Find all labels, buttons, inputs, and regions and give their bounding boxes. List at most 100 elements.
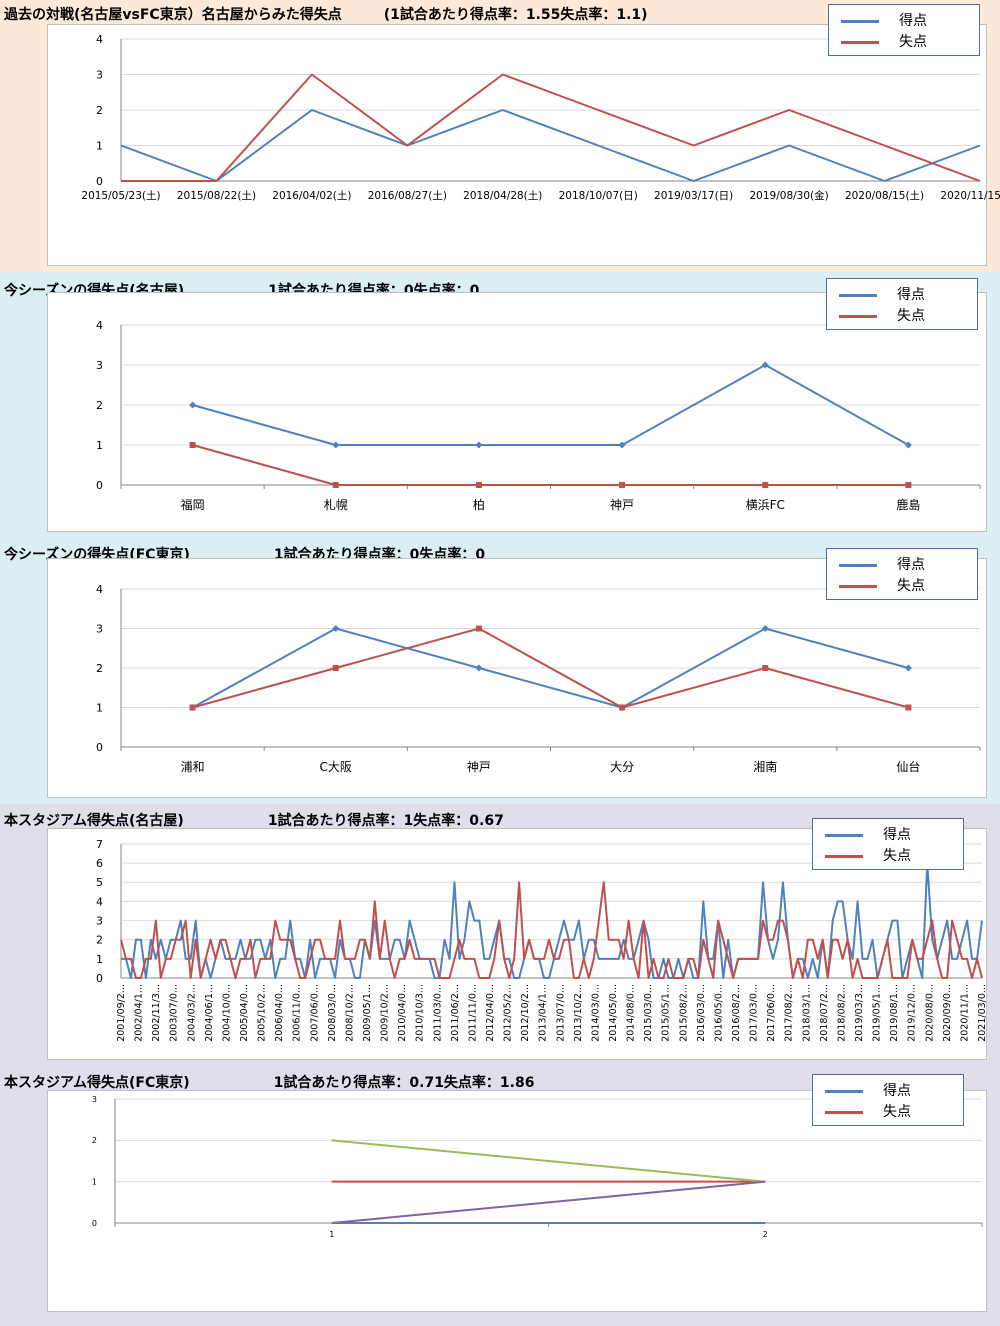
- chart-heading: 本スタジアム得失点(名古屋) 1試合あたり得点率：1失点率：0.67: [4, 813, 504, 829]
- legend-swatch: [825, 855, 863, 858]
- y-tick-label: 4: [96, 33, 103, 46]
- x-tick-label: 2012/05/2...: [503, 984, 514, 1042]
- x-tick-label: 湘南: [753, 759, 777, 774]
- series-line: [121, 73, 981, 182]
- data-point: [475, 664, 483, 672]
- series-line: [331, 1139, 766, 1183]
- data-point: [619, 704, 626, 711]
- x-tick-label: 横浜FC: [746, 498, 785, 512]
- x-tick-label: 鹿島: [896, 497, 920, 512]
- x-tick-label: 2014/05/0...: [608, 984, 619, 1042]
- legend-swatch: [841, 20, 879, 23]
- legend-label: 失点: [897, 308, 925, 324]
- y-tick-label: 2: [96, 104, 103, 117]
- data-point: [618, 441, 626, 449]
- x-tick-label: 2019/05/1...: [872, 984, 883, 1042]
- data-point: [189, 442, 196, 448]
- legend-swatch: [839, 564, 877, 567]
- y-tick-label: 2: [96, 399, 103, 412]
- panel-nagoya-stadium: 本スタジアム得失点(名古屋) 1試合あたり得点率：1失点率：0.67 0 1 2 3 4…: [0, 804, 1000, 1066]
- y-tick-label: 0: [96, 175, 103, 188]
- x-tick-label: 2005/10/2...: [257, 984, 268, 1042]
- series-line: [192, 627, 909, 709]
- legend-item: 得点: [829, 11, 979, 31]
- chart-heading: 過去の対戦(名古屋vsFC東京）名古屋からみた得失点 (1試合あたり得点率：1.…: [4, 7, 648, 23]
- legend-item: 失点: [827, 576, 977, 596]
- y-tick-label: 1: [96, 701, 103, 714]
- x-tick-label: 2005/04/0...: [239, 984, 250, 1042]
- data-point: [475, 441, 483, 449]
- x-tick-label: 2015/03/0...: [643, 984, 654, 1042]
- series-line: [120, 881, 983, 979]
- y-tick-label: 7: [96, 838, 103, 851]
- x-tick-label: 2007/06/0...: [309, 984, 320, 1042]
- x-tick-label: 2014/08/0...: [626, 984, 637, 1042]
- legend-swatch: [841, 41, 879, 44]
- data-point: [905, 482, 912, 488]
- series-line: [121, 862, 983, 979]
- data-point: [761, 361, 769, 369]
- x-tick-label: 2018/07/2...: [819, 984, 830, 1042]
- x-tick-label: 2017/08/2...: [784, 984, 795, 1042]
- legend-item: 得点: [813, 825, 963, 845]
- legend-item: 得点: [827, 285, 977, 305]
- chart-plot-area: 0 1 2 3 4 5 6 7 2001/09/2... 2002/04/1... 2002/11/…: [47, 828, 988, 1060]
- y-tick-label: 3: [96, 359, 103, 372]
- line-chart: 0 1 2 3 1 2: [92, 1095, 983, 1239]
- legend-item: 失点: [829, 32, 979, 52]
- data-point: [905, 704, 912, 711]
- x-tick-label: 2019/08/30(金): [750, 189, 829, 202]
- x-tick-label: 2001/09/2...: [116, 984, 127, 1042]
- x-tick-label: 2019/03/17(日): [654, 190, 733, 202]
- y-tick-label: 2: [96, 934, 103, 947]
- x-tick-label: 2016/04/02(土): [272, 189, 351, 202]
- x-tick-label: 2013/10/2...: [573, 984, 584, 1042]
- legend-label: 得点: [897, 557, 925, 573]
- legend-item: 失点: [813, 846, 963, 866]
- panel-tokyo-stadium: 本スタジアム得失点(FC東京) 1試合あたり得点率：0.71失点率：1.86 0…: [0, 1066, 1000, 1326]
- data-point: [904, 441, 912, 449]
- x-tick-label: 2019/03/3...: [854, 984, 865, 1042]
- panel-nagoya-season: 今シーズンの得失点(名古屋) 1試合あたり得点率：0失点率：0 0 1 2 3 4 福岡札…: [0, 272, 1000, 538]
- x-tick-label: 浦和: [181, 760, 205, 774]
- x-tick-label: 柏: [473, 497, 485, 512]
- x-tick-label: 2015/08/2...: [678, 984, 689, 1042]
- data-point: [332, 482, 339, 488]
- chart-legend: 得点 失点: [826, 278, 978, 330]
- y-tick-label: 0: [96, 479, 103, 492]
- x-tick-label: 2003/07/0...: [169, 984, 180, 1042]
- x-tick-label: 2004/03/2...: [186, 984, 197, 1042]
- legend-item: 得点: [813, 1081, 963, 1101]
- x-tick-label: 2015/08/22(土): [177, 189, 256, 202]
- legend-label: 失点: [897, 578, 925, 594]
- x-tick-label: 2020/11/1...: [959, 984, 970, 1042]
- series-line: [192, 444, 909, 486]
- series-line: [192, 627, 909, 709]
- data-point: [332, 665, 339, 671]
- x-tick-label: 2019/12/0...: [907, 984, 918, 1042]
- x-tick-label: 2020/08/0...: [924, 984, 935, 1042]
- x-tick-label: 1: [329, 1230, 334, 1239]
- x-tick-label: 2019/08/1...: [889, 984, 900, 1042]
- x-tick-label: 2020/08/15(土): [845, 189, 924, 202]
- y-tick-label: 1: [96, 439, 103, 452]
- chart-plot-area: 0 1 2 3 1 2: [47, 1090, 987, 1312]
- x-tick-label: 2008/10/2...: [344, 984, 355, 1042]
- legend-swatch: [839, 315, 877, 318]
- legend-swatch: [825, 1090, 863, 1093]
- x-tick-label: 2013/07/0...: [555, 984, 566, 1042]
- line-chart: 0 1 2 3 4 2015/05/23(土) 2015/08/22(土) 2016/04/0…: [81, 33, 1000, 202]
- x-tick-label: 2018/04/28(土): [463, 189, 542, 202]
- data-point: [762, 665, 769, 671]
- x-tick-label: 2004/06/1...: [204, 984, 215, 1042]
- x-tick-label: 2011/11/0...: [467, 984, 478, 1042]
- x-tick-label: 2006/04/0...: [274, 984, 285, 1042]
- legend-swatch: [825, 1111, 863, 1114]
- line-chart: 0 1 2 3 4 浦和 C大阪 神戸 大分 湘南 仙台: [96, 583, 981, 774]
- chart-legend: 得点 失点: [828, 4, 980, 56]
- x-tick-label: 福岡: [181, 497, 205, 512]
- chart-legend: 得点 失点: [812, 1074, 964, 1126]
- legend-label: 得点: [899, 13, 927, 29]
- y-tick-label: 0: [96, 972, 103, 985]
- y-tick-label: 0: [92, 1219, 97, 1228]
